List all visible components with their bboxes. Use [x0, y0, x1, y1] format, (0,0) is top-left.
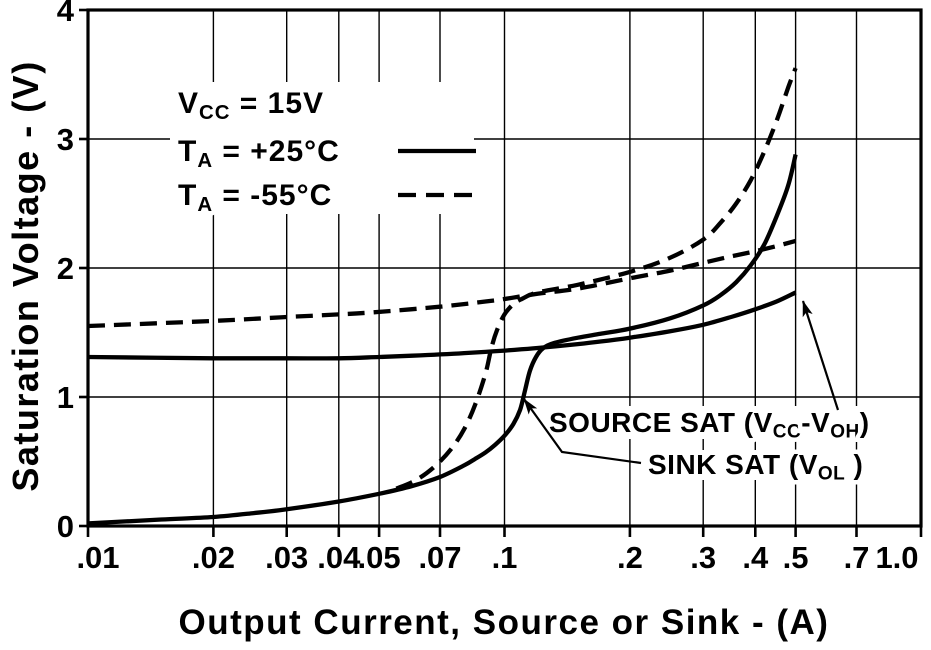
source-sat-arrow [801, 300, 840, 411]
legend: VCC = 15V TA = +25°C TA = -55°C [174, 83, 476, 221]
annotation-source-sat: SOURCE SAT (VCC-VOH) [549, 407, 870, 443]
x-tick-label: .02 [192, 540, 235, 575]
x-tick-label: .07 [418, 540, 461, 575]
grid [88, 10, 921, 526]
curve-sink-sat-m55c [395, 67, 798, 491]
legend-m55c: TA = -55°C [178, 179, 332, 216]
tick-labels: .01 .02 .03 .04.05 .07 .1 .2 .3 .4 .5 .7 1.0 0 1 2 3 4 [57, 0, 919, 575]
label-mask [170, 82, 474, 214]
y-tick-label: 0 [57, 509, 74, 544]
y-tick-label: 1 [57, 380, 74, 415]
label-mask [545, 406, 919, 439]
label-background-masks [170, 82, 919, 480]
y-tick-label: 3 [57, 122, 74, 157]
y-axis-title: Saturation Voltage - (V) [5, 60, 46, 491]
curves [87, 67, 798, 526]
x-tick-label: .1 [492, 540, 518, 575]
curve-sink-sat-25c [87, 154, 798, 526]
legend-25c: TA = +25°C [178, 135, 340, 172]
x-axis-title: Output Current, Source or Sink - (A) [179, 603, 830, 642]
annotations: SOURCE SAT (VCC-VOH) SINK SAT (VOL ) [523, 300, 874, 489]
y-tick-label: 4 [57, 0, 75, 28]
x-tick-label: 1.0 [875, 540, 918, 575]
sink-sat-leader [523, 398, 642, 465]
x-tick-label: .5 [783, 540, 809, 575]
x-tick-label: .04 [317, 540, 361, 575]
label-mask [644, 450, 908, 480]
x-tick-label: .3 [690, 540, 716, 575]
x-tick-label: .03 [265, 540, 308, 575]
y-tick-label: 2 [57, 251, 74, 286]
x-tick-label: .01 [76, 540, 119, 575]
x-tick-label: .05 [358, 540, 401, 575]
x-tick-label: .4 [742, 540, 769, 575]
axes-frame [86, 8, 923, 528]
x-tick-label: .2 [617, 540, 643, 575]
plot-border [86, 8, 923, 528]
x-tick-label: .7 [844, 540, 870, 575]
annotation-sink-sat: SINK SAT (VOL ) [648, 449, 863, 485]
curve-source-sat-25c [87, 290, 797, 361]
legend-vcc: VCC = 15V [178, 87, 324, 124]
